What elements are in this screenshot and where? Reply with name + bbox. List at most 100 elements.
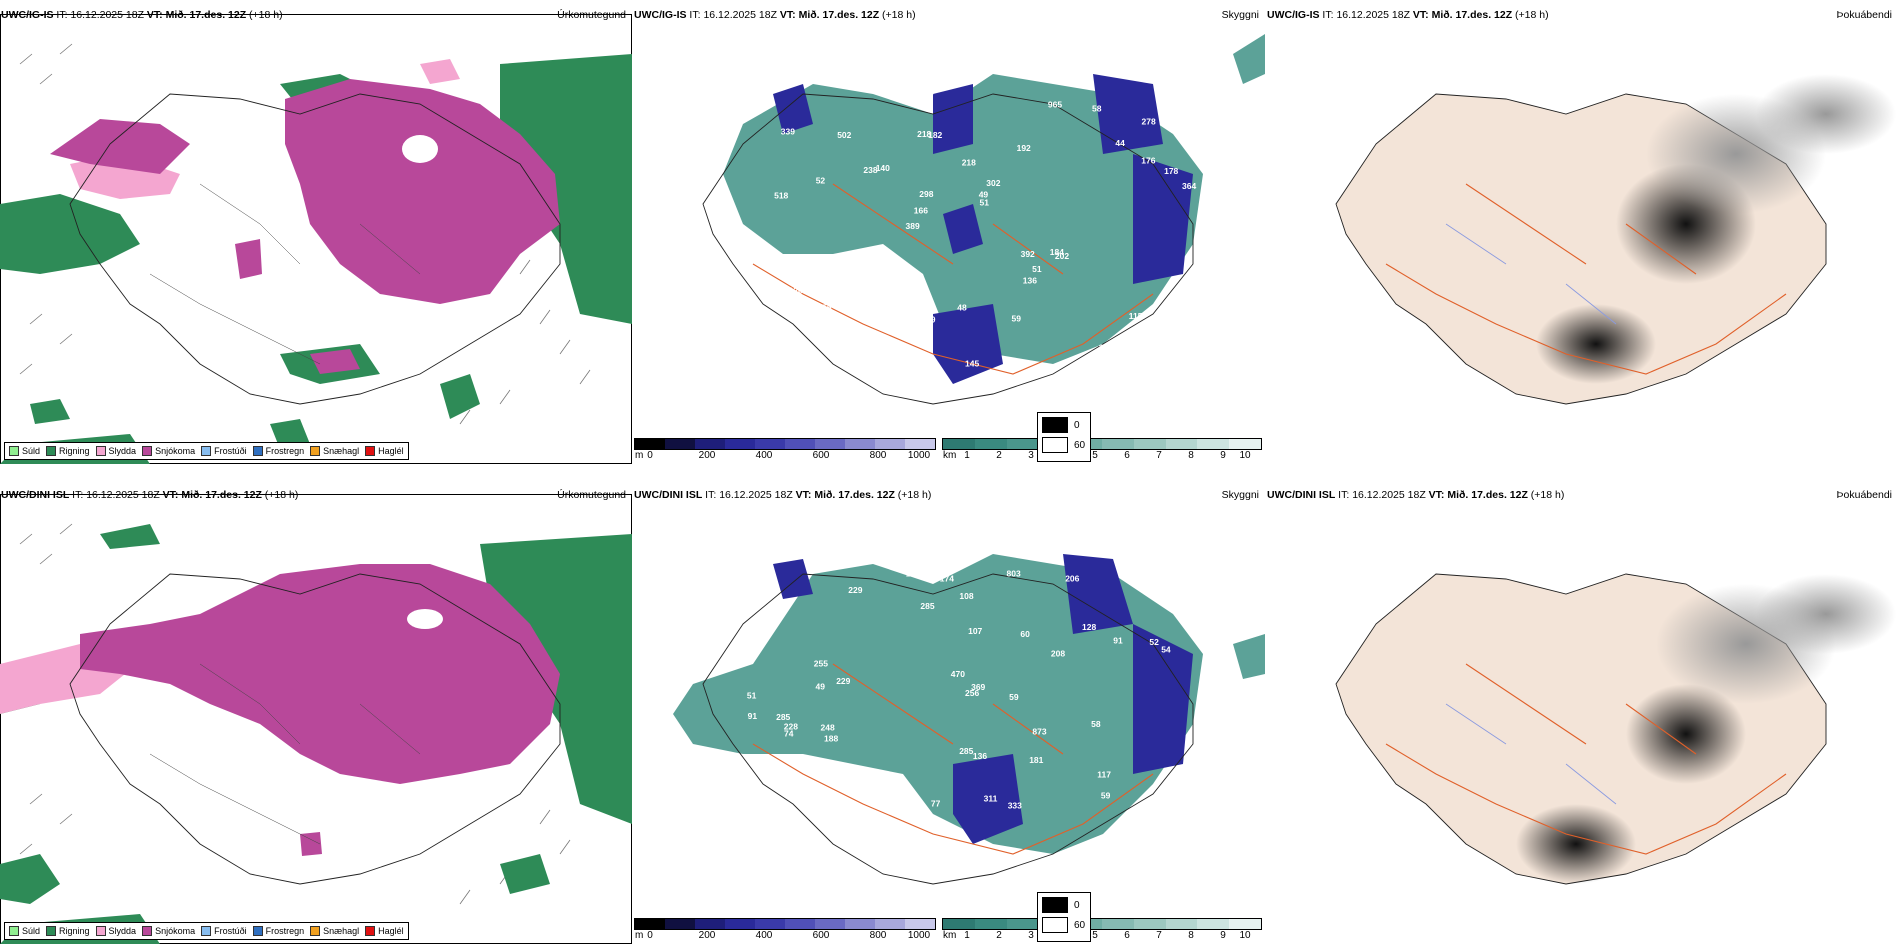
it-label: IT:	[705, 489, 717, 501]
vt-label: VT:	[1412, 9, 1429, 21]
vis-value-label: 117	[938, 77, 952, 87]
legend-item: Slydda	[95, 926, 136, 936]
vis-value-label: 208	[1051, 649, 1065, 659]
vis-value-label: 302	[986, 178, 1000, 188]
vis-value-label: 203	[946, 560, 960, 570]
it-value: 16.12.2025 18Z	[719, 489, 793, 501]
legend-swatch	[46, 926, 57, 936]
vis-value-label: 228	[784, 722, 798, 732]
colorbar-tick: 2	[996, 930, 1002, 941]
vt-label: VT:	[146, 9, 163, 21]
lead-time: (+18 h)	[1530, 489, 1565, 501]
fog-panel-row2: UWC/DINI ISL IT: 16.12.2025 18Z VT: Mið.…	[1037, 480, 1898, 950]
legend-swatch	[252, 446, 263, 456]
it-label: IT:	[1322, 9, 1334, 21]
legend-swatch	[252, 926, 263, 936]
iceland-outline	[702, 93, 1194, 405]
vis-value-label: 384	[919, 88, 933, 98]
vis-value-label: 59	[1012, 314, 1022, 324]
vis-teal-area	[673, 554, 1265, 854]
colorbar-tick: 8	[1188, 930, 1194, 941]
ptype-legend: Súld Rigning Slydda Snjókoma Frostúði Fr…	[4, 442, 409, 460]
colorbar-tick: 7	[1156, 930, 1162, 941]
colorbar-unit: m	[635, 450, 644, 461]
vis-value-label: 115	[1129, 311, 1143, 321]
cbar-cell	[815, 919, 845, 929]
vis-value-label: 75	[1172, 106, 1182, 116]
vis-value-label: 302	[796, 347, 810, 357]
vis-value-label: 176	[1141, 156, 1155, 166]
colorbar-tick: 200	[698, 930, 716, 941]
cbar-cell	[875, 439, 905, 449]
cbar-cell	[1229, 919, 1261, 929]
colorbar-tick: 600	[812, 930, 830, 941]
roads	[1385, 663, 1787, 855]
colorbar-unit: km	[943, 450, 957, 461]
vis-value-label: 470	[951, 669, 965, 679]
legend-item: Frostregn	[252, 446, 304, 456]
legend-item: Frostúði	[201, 446, 247, 456]
vis-value-label: 285	[959, 746, 973, 756]
vis-colorbar: km 1 2 3 4 5 6 7 8 9 10	[942, 918, 1262, 948]
vis-value-label: 285	[776, 712, 790, 722]
it-value: 16.12.2025 18Z	[70, 9, 144, 21]
cbar-cell	[875, 919, 905, 929]
colorbar-tick: 1000	[907, 450, 931, 461]
legend-swatch	[365, 446, 376, 456]
legend-swatch	[310, 446, 321, 456]
vis-value-label: 292	[897, 792, 911, 802]
vis-value-label: 54	[1161, 644, 1171, 654]
vt-label: VT:	[162, 489, 179, 501]
it-label: IT:	[72, 489, 84, 501]
vis-value-label: 52	[816, 176, 826, 186]
vis-value-label: 192	[1017, 143, 1031, 153]
legend-item: Haglél	[365, 926, 404, 936]
vis-value-label: 333	[1008, 800, 1022, 810]
barbs-layer	[19, 523, 611, 905]
colorbar-tick: 200	[698, 450, 716, 461]
legend-swatch	[9, 926, 19, 936]
fog-legend-item: 0	[1042, 417, 1086, 433]
vis-value-label: 879	[827, 766, 841, 776]
cbar-cell	[905, 439, 935, 449]
fog-dense	[1536, 304, 1656, 384]
colorbar-tick: 1	[964, 930, 970, 941]
cbar-cell	[725, 439, 755, 449]
vis-value-label: 49	[816, 682, 826, 692]
colorbar-tick: 6	[1124, 450, 1130, 461]
cbar-cell	[845, 439, 875, 449]
legend-swatch	[142, 926, 153, 936]
colorbar-bar	[942, 438, 1262, 450]
vis-value-label: 135	[906, 568, 920, 578]
vis-value-label: 140	[876, 163, 890, 173]
vt-value: Mið. 17.des. 12Z	[1431, 9, 1513, 21]
vis-value-label: 285	[920, 601, 934, 611]
panel-header: UWC/IG-IS IT: 16.12.2025 18Z VT: Mið. 17…	[1, 8, 626, 22]
colorbar-tick: 9	[1220, 930, 1226, 941]
vis-value-label: 166	[914, 205, 928, 215]
fog-panel-row1: UWC/IG-IS IT: 16.12.2025 18Z VT: Mið. 17…	[1037, 0, 1898, 470]
lead-time: (+18 h)	[1515, 9, 1549, 21]
vis-value-label: 333	[839, 780, 853, 790]
vis-value-label: 128	[1082, 622, 1096, 632]
vis-labels: 101 518 278 389 192 302 218 218 120 140 188 153 182 3…	[756, 77, 1196, 373]
colorbar-tick: 10	[1239, 930, 1251, 941]
it-label: IT:	[689, 9, 701, 21]
vis-value-label: 364	[1182, 181, 1196, 191]
fog-dense	[1626, 684, 1746, 784]
precip-map	[0, 523, 632, 944]
vis-value-label: 60	[795, 362, 805, 372]
cbar-cell	[635, 439, 665, 449]
vis-value-label: 49	[979, 189, 989, 199]
vis-value-label: 256	[965, 688, 979, 698]
colorbar-bar	[942, 918, 1262, 930]
colorbar-tick: 2	[996, 450, 1002, 461]
cbar-cell	[1101, 439, 1134, 449]
vis-value-label: 218	[962, 157, 976, 167]
roads	[1385, 183, 1787, 375]
colorbar-tick: 5	[1092, 930, 1098, 941]
legend-item: Snæhagl	[310, 926, 359, 936]
fog-dense	[1516, 804, 1636, 884]
it-label: IT:	[56, 9, 68, 21]
vis-value-label: 311	[984, 793, 998, 803]
